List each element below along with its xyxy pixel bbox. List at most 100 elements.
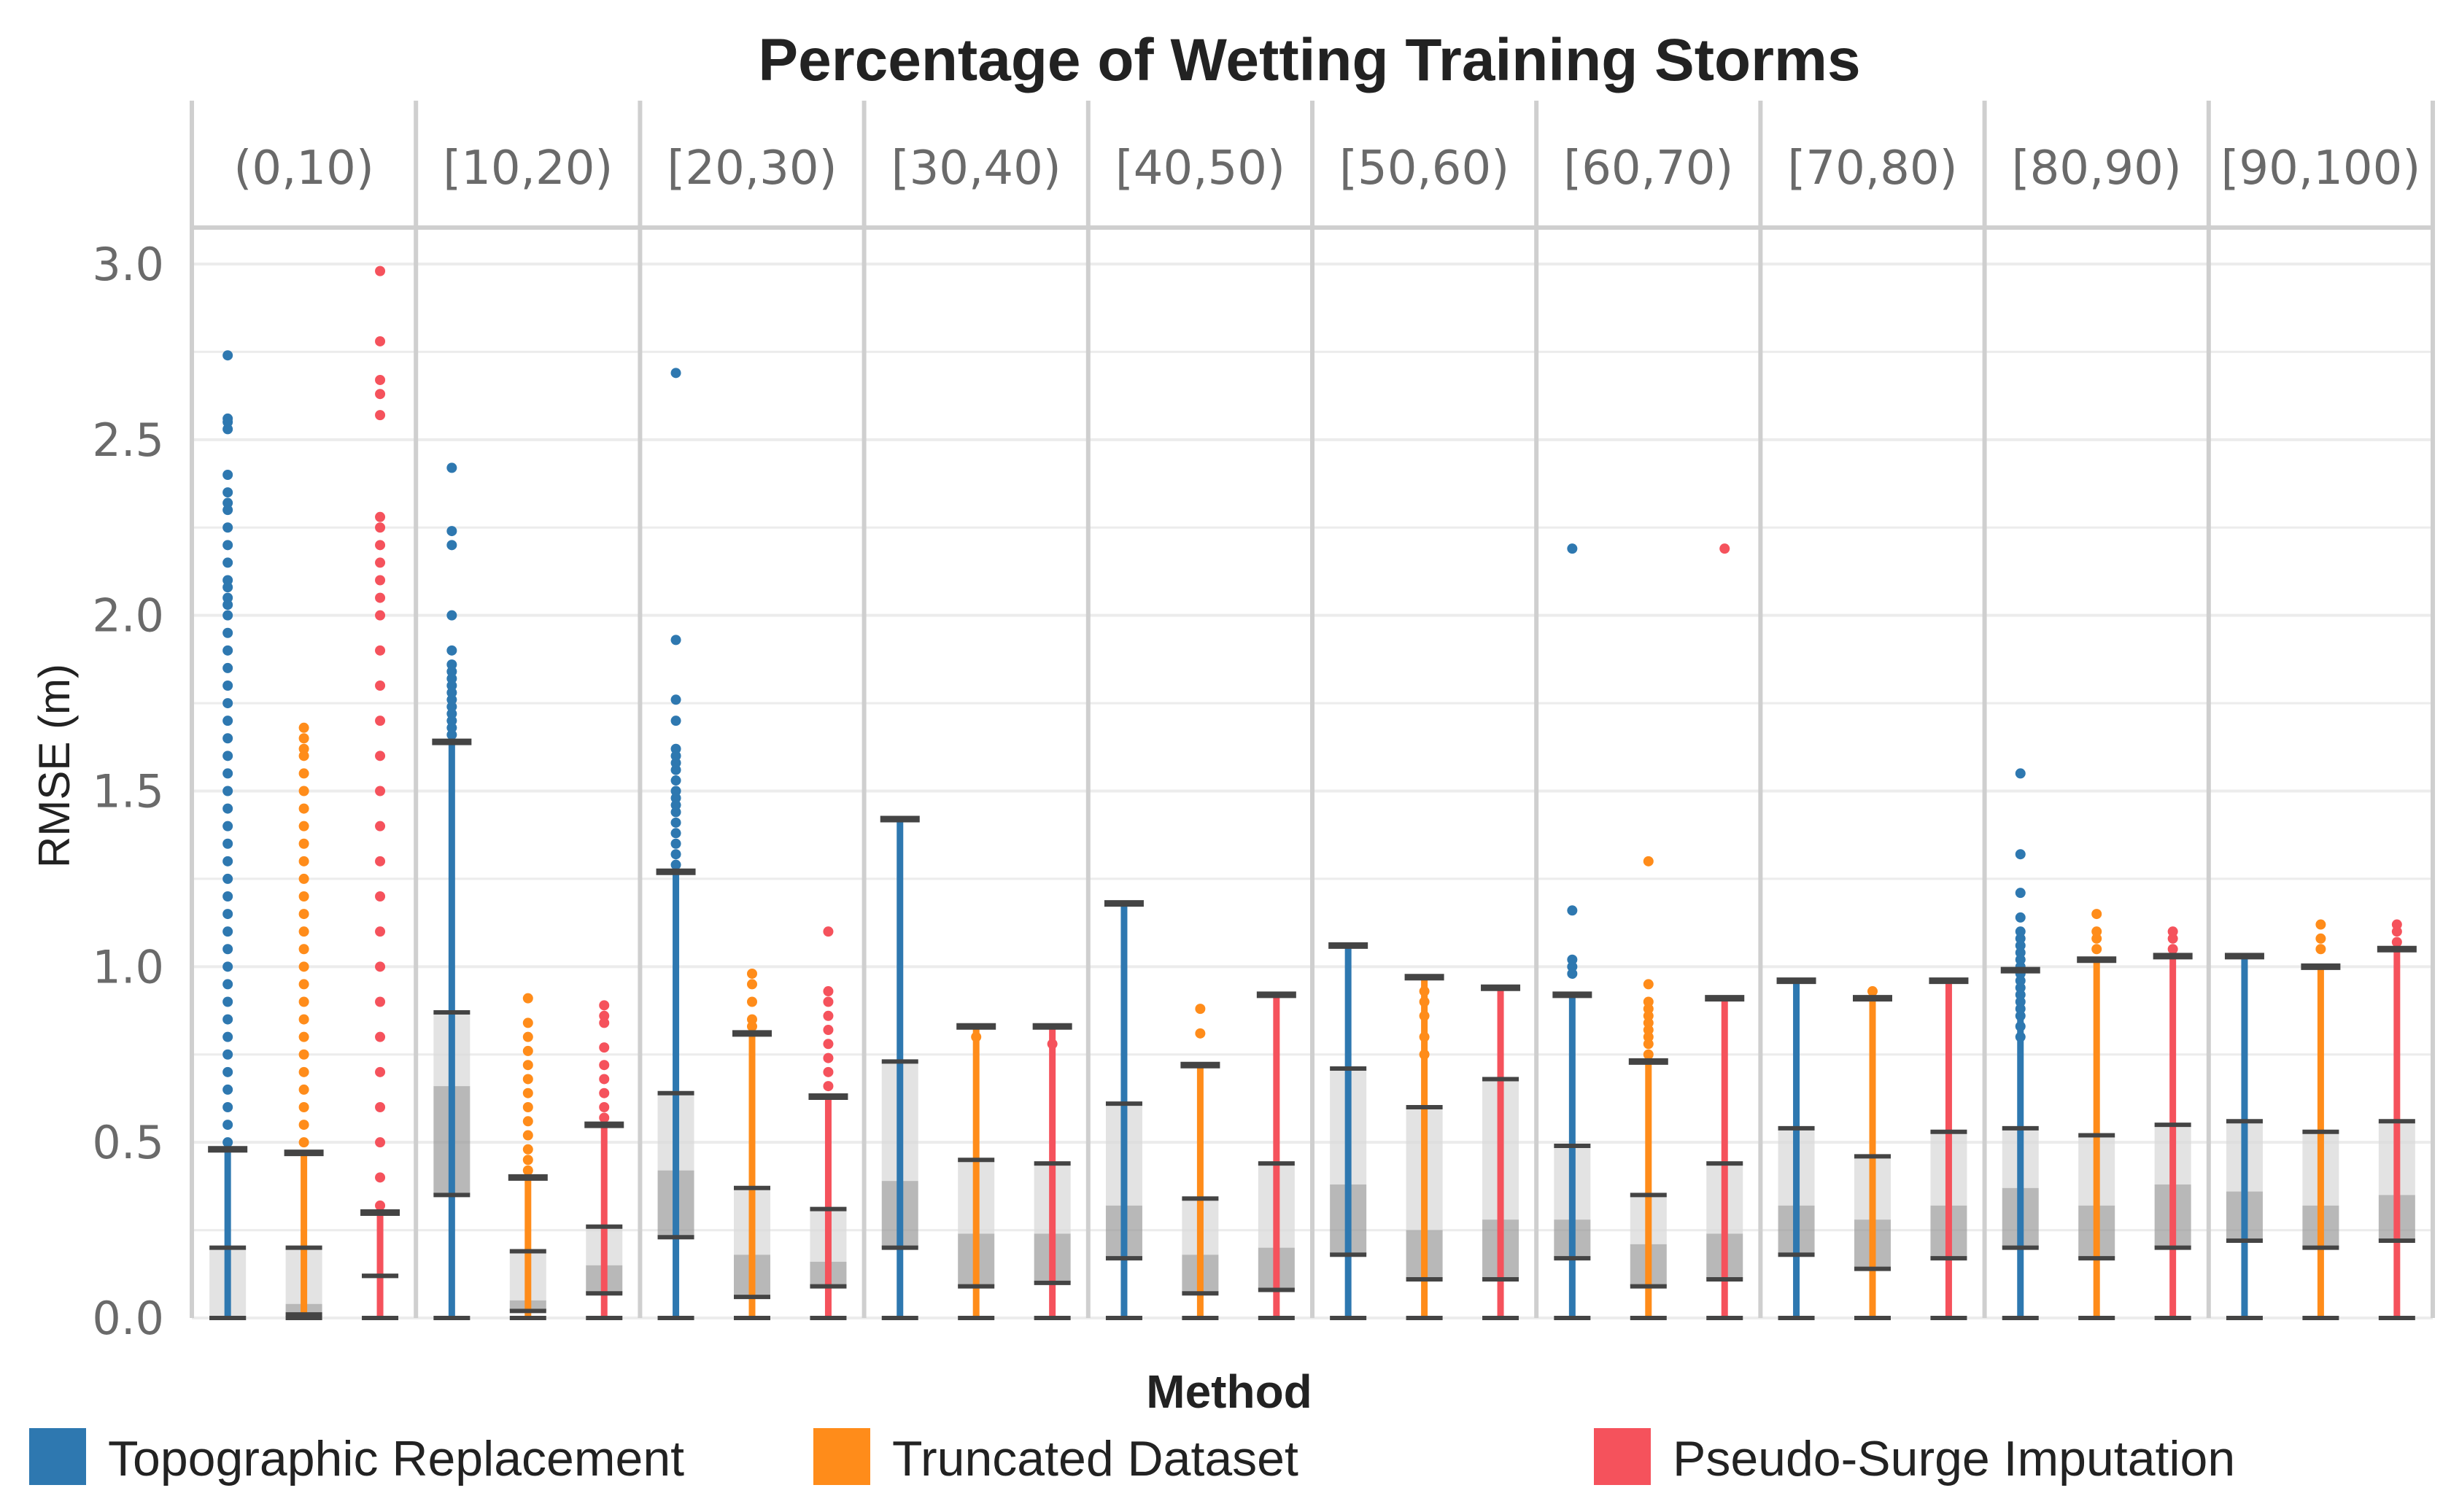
outlier-point xyxy=(222,786,233,796)
outlier-point xyxy=(2315,944,2326,955)
box-2-0 xyxy=(360,265,400,1320)
outlier-point xyxy=(670,635,681,645)
outlier-point xyxy=(747,979,757,990)
outlier-point xyxy=(375,1172,386,1183)
outlier-point xyxy=(670,793,681,804)
outlier-point xyxy=(375,522,386,533)
outlier-point xyxy=(599,1060,610,1071)
outlier-point xyxy=(1643,1017,1654,1028)
outlier-point xyxy=(522,993,533,1004)
outlier-point xyxy=(1419,1049,1430,1060)
outlier-point xyxy=(599,1017,610,1028)
outlier-point xyxy=(1643,1039,1654,1050)
outlier-point xyxy=(222,733,233,744)
outlier-point xyxy=(2015,912,2026,923)
outlier-point xyxy=(375,557,386,568)
outlier-point xyxy=(298,768,309,779)
outlier-point xyxy=(1643,979,1654,990)
outlier-point xyxy=(599,1112,610,1123)
outlier-point xyxy=(2015,1031,2026,1042)
box-2-4 xyxy=(1256,991,1296,1320)
outlier-point xyxy=(522,1130,533,1141)
outlier-point xyxy=(222,522,233,533)
outlier-point xyxy=(2015,940,2026,951)
outlier-point xyxy=(747,968,757,979)
facet-label: (0,10) xyxy=(233,141,373,195)
outlier-point xyxy=(298,821,309,831)
outlier-point xyxy=(222,350,233,361)
outlier-point xyxy=(298,803,309,814)
outlier-point xyxy=(1567,543,1578,554)
outlier-point xyxy=(1195,1004,1206,1015)
outlier-point xyxy=(2015,768,2026,779)
outlier-point xyxy=(2015,1010,2026,1021)
outlier-point xyxy=(375,1066,386,1077)
legend: Topographic Replacement Truncated Dataset… xyxy=(29,1428,2235,1486)
outlier-point xyxy=(2167,944,2178,955)
outlier-point xyxy=(670,775,681,786)
facet-strips: (0,10) [10,20) [20,30) [30,40) [40,50) [50,60… xyxy=(190,101,2435,1318)
outlier-point xyxy=(2391,919,2402,930)
outlier-point xyxy=(670,849,681,860)
outlier-point xyxy=(1047,1039,1058,1050)
legend-swatch xyxy=(29,1428,86,1485)
legend-swatch xyxy=(813,1428,870,1485)
outlier-point xyxy=(670,828,681,839)
outlier-point xyxy=(375,681,386,691)
outlier-point xyxy=(222,497,233,508)
box-1-2 xyxy=(732,968,772,1320)
outlier-point xyxy=(222,600,233,610)
facet-label: [90,100) xyxy=(2220,141,2420,195)
outlier-point xyxy=(446,701,457,712)
outlier-point xyxy=(747,1014,757,1025)
outlier-point xyxy=(1643,1010,1654,1021)
outlier-point xyxy=(298,1049,309,1060)
y-tick-label: 2.5 xyxy=(92,414,164,467)
outlier-point xyxy=(670,694,681,705)
outlier-point xyxy=(222,610,233,621)
outlier-point xyxy=(2015,933,2026,944)
outlier-point xyxy=(1643,1025,1654,1036)
outlier-point xyxy=(222,505,233,516)
outlier-point xyxy=(522,1045,533,1056)
facet-label: [40,50) xyxy=(1115,141,1285,195)
outlier-point xyxy=(2015,1004,2026,1015)
outlier-point xyxy=(298,733,309,744)
outlier-point xyxy=(1643,856,1654,867)
outlier-point xyxy=(1195,1028,1206,1039)
outlier-point xyxy=(823,1066,834,1077)
box-0-3 xyxy=(880,815,920,1320)
outlier-point xyxy=(298,873,309,884)
outlier-point xyxy=(222,926,233,937)
outlier-point xyxy=(375,410,386,421)
outlier-point xyxy=(375,926,386,937)
outlier-point xyxy=(375,592,386,603)
outlier-point xyxy=(222,1066,233,1077)
outlier-point xyxy=(298,1084,309,1095)
outlier-point xyxy=(2315,919,2326,930)
outlier-point xyxy=(222,681,233,691)
outlier-point xyxy=(2167,926,2178,937)
outlier-point xyxy=(2015,849,2026,860)
y-tick-label: 1.0 xyxy=(92,940,164,993)
legend-label: Pseudo-Surge Imputation xyxy=(1673,1431,2235,1486)
outlier-point xyxy=(298,944,309,955)
outlier-point xyxy=(1419,986,1430,997)
outlier-point xyxy=(1867,986,1878,997)
outlier-point xyxy=(222,751,233,761)
outlier-point xyxy=(446,687,457,698)
outlier-point xyxy=(2015,975,2026,986)
outlier-point xyxy=(298,961,309,972)
outlier-point xyxy=(375,575,386,586)
outlier-point xyxy=(375,751,386,761)
box-2-3 xyxy=(1032,1023,1072,1320)
outlier-point xyxy=(222,891,233,902)
outlier-point xyxy=(446,681,457,691)
outlier-point xyxy=(823,1039,834,1050)
outlier-point xyxy=(1643,996,1654,1007)
box-2-8 xyxy=(2153,926,2193,1320)
outlier-point xyxy=(2091,944,2102,955)
outlier-point xyxy=(298,909,309,920)
outlier-point xyxy=(222,961,233,972)
outlier-point xyxy=(522,1102,533,1112)
